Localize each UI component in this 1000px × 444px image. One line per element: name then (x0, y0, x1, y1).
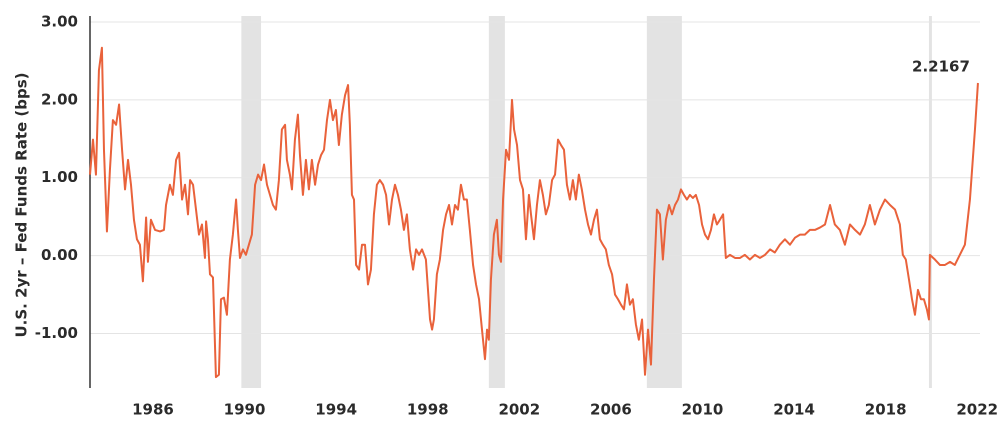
x-tick-label: 1994 (315, 401, 357, 419)
y-tick-label: -1.00 (35, 324, 78, 342)
x-tick-label: 2006 (590, 401, 632, 419)
x-tick-label: 2018 (865, 401, 907, 419)
annotation: 2.2167 (912, 57, 970, 75)
shaded-period (928, 16, 932, 388)
x-tick-label: 1990 (224, 401, 266, 419)
shaded-period (241, 16, 262, 388)
y-tick-label: 1.00 (41, 168, 78, 186)
y-axis-label: U.S. 2yr – Fed Funds Rate (bps) (13, 72, 31, 337)
x-tick-label: 2022 (956, 401, 998, 419)
x-tick-label: 2002 (498, 401, 540, 419)
x-tick-label: 1986 (132, 401, 174, 419)
y-tick-label: 2.00 (41, 90, 78, 108)
x-tick-label: 2010 (682, 401, 724, 419)
data-line (89, 46, 979, 379)
y-tick-label: 0.00 (41, 246, 78, 264)
y-tick-label: 3.00 (41, 13, 78, 31)
x-tick-label: 2014 (773, 401, 815, 419)
x-tick-label: 1998 (407, 401, 449, 419)
shaded-period (488, 16, 505, 388)
